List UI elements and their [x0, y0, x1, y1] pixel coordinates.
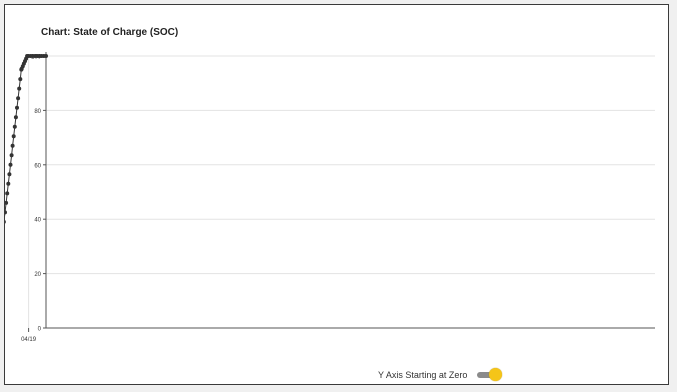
soc-point — [10, 143, 15, 148]
y-axis-zero-toggle-row: Y Axis Starting at Zero — [378, 367, 503, 383]
soc-point — [5, 191, 10, 196]
soc-chart: 02040608010004/1904/2004/2104/2204/2304/… — [5, 52, 655, 343]
y-tick-label: 80 — [34, 109, 41, 115]
soc-point — [16, 96, 21, 101]
soc-point — [7, 172, 12, 177]
soc-point — [5, 220, 6, 224]
soc-point — [9, 153, 14, 158]
y-tick-label: 20 — [34, 272, 41, 278]
y-axis-zero-toggle[interactable] — [477, 368, 503, 382]
y-axis-zero-label: Y Axis Starting at Zero — [378, 370, 468, 380]
soc-point — [17, 86, 22, 91]
soc-point — [11, 134, 16, 139]
soc-point — [8, 162, 13, 167]
soc-point — [5, 200, 9, 205]
soc-point — [12, 124, 17, 129]
soc-point — [6, 181, 11, 186]
y-tick-label: 0 — [38, 327, 42, 333]
toggle-knob[interactable] — [489, 368, 503, 381]
toggle-track — [477, 372, 500, 378]
soc-series-line — [5, 55, 46, 217]
y-tick-label: 40 — [34, 218, 41, 224]
soc-point — [19, 67, 24, 72]
x-tick-label: 04/19 — [21, 337, 37, 343]
y-tick-label: 60 — [34, 163, 41, 169]
soc-point — [5, 210, 7, 215]
soc-point — [13, 115, 18, 120]
soc-point — [15, 105, 19, 110]
chart-title: Chart: State of Charge (SOC) — [41, 27, 179, 38]
chart-panel: Chart: State of Charge (SOC) 02040608010… — [4, 4, 669, 385]
soc-point — [18, 77, 23, 82]
